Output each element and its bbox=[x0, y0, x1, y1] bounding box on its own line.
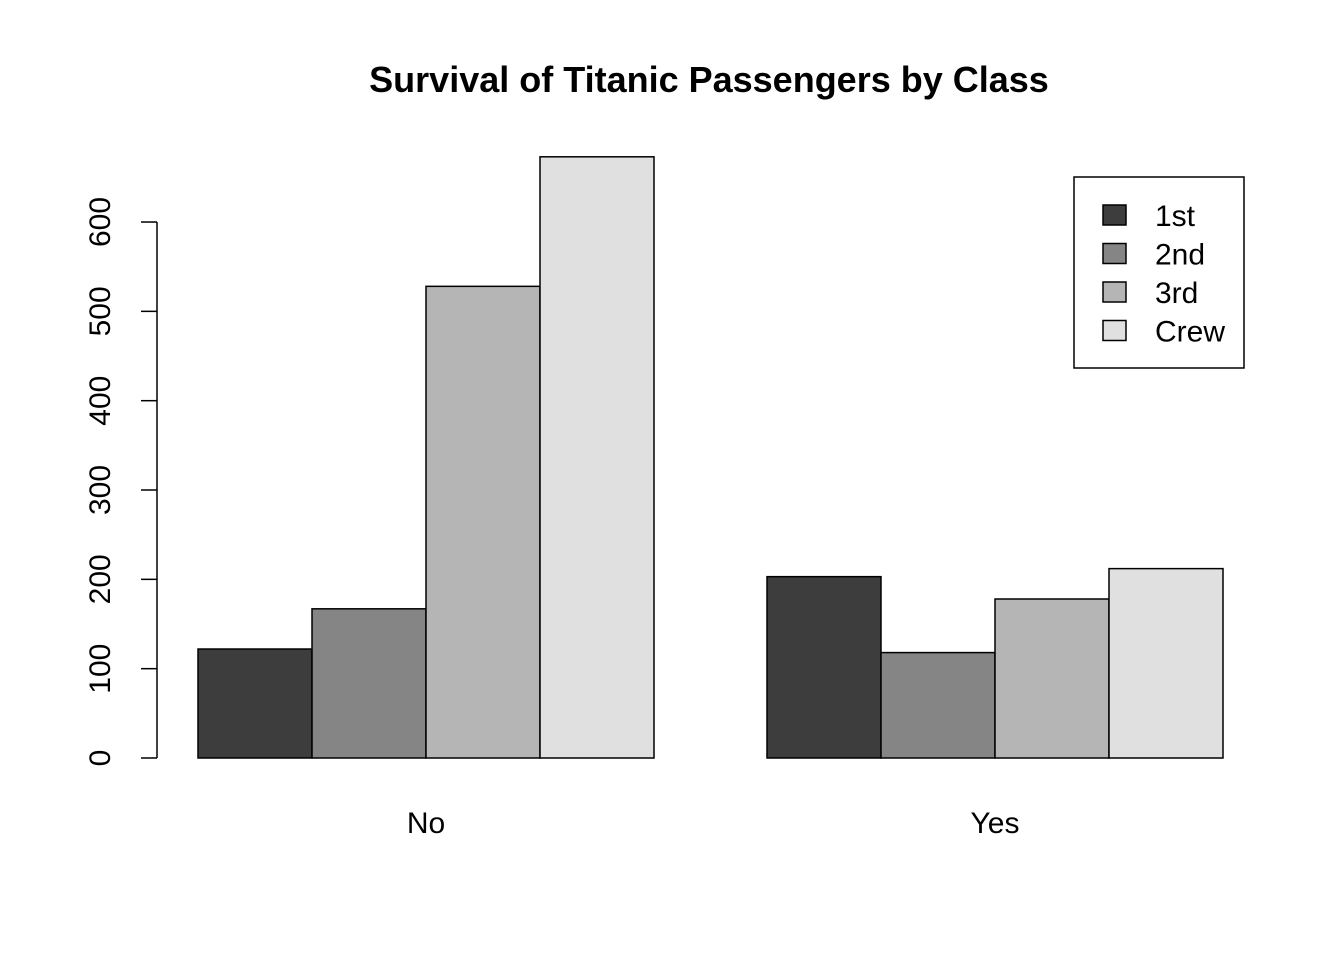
bar-yes-1st bbox=[766, 575, 882, 759]
y-tick-label: 100 bbox=[84, 644, 117, 694]
legend-swatch-1st bbox=[1102, 204, 1127, 226]
legend-label: 3rd bbox=[1155, 277, 1198, 310]
y-tick-label: 0 bbox=[84, 750, 117, 767]
legend-label: 1st bbox=[1155, 200, 1196, 233]
legend-swatch-2nd bbox=[1102, 242, 1127, 265]
bar-yes-2nd bbox=[880, 651, 996, 759]
bar-no-2nd bbox=[311, 608, 427, 759]
legend-swatch-3rd bbox=[1102, 281, 1127, 303]
y-tick-label: 400 bbox=[84, 376, 117, 426]
bar-yes-crew bbox=[1108, 567, 1224, 759]
y-axis: 0 100 200 300 400 500 600 bbox=[84, 197, 158, 767]
legend-label: 2nd bbox=[1155, 239, 1205, 272]
bar-no-3rd bbox=[425, 285, 541, 759]
bar-no-crew bbox=[539, 156, 655, 759]
x-category-label: No bbox=[407, 807, 445, 840]
chart-title: Survival of Titanic Passengers by Class bbox=[369, 59, 1049, 100]
bars bbox=[197, 156, 1224, 759]
legend: 1st 2nd 3rd Crew bbox=[1073, 176, 1245, 369]
bar-yes-3rd bbox=[994, 598, 1110, 759]
bar-no-1st bbox=[197, 648, 313, 759]
y-tick-label: 300 bbox=[84, 465, 117, 515]
y-tick-label: 200 bbox=[84, 554, 117, 604]
y-tick-label: 600 bbox=[84, 197, 117, 247]
x-axis-labels: No Yes bbox=[407, 807, 1020, 840]
legend-swatch-crew bbox=[1102, 319, 1127, 342]
legend-label: Crew bbox=[1155, 316, 1225, 349]
y-tick-label: 500 bbox=[84, 286, 117, 336]
x-category-label: Yes bbox=[971, 807, 1020, 840]
